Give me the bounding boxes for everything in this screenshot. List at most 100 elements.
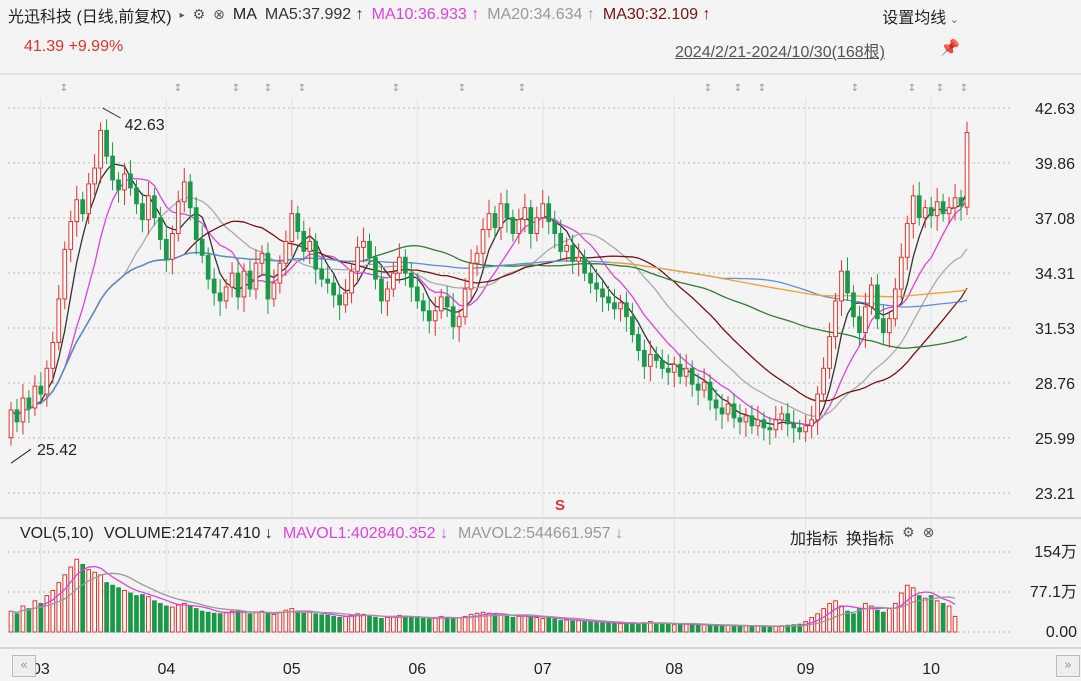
candle-body xyxy=(707,381,713,401)
volume-bar xyxy=(564,619,570,633)
candle-body xyxy=(701,381,707,391)
candle-body xyxy=(32,385,38,409)
add-indicator-button[interactable]: 加指标 xyxy=(790,531,839,548)
candle-body xyxy=(175,201,181,234)
volume-bar xyxy=(791,624,797,633)
mavol1-value: MAVOL1:402840.352 ↓ xyxy=(282,525,448,542)
candle-body xyxy=(92,167,97,185)
volume-bar xyxy=(80,563,86,633)
volume-bar xyxy=(546,617,552,633)
candle-body xyxy=(247,270,253,290)
volume-header: VOL(5,10) VOLUME:214747.410 ↓ MAVOL1:402… xyxy=(20,525,633,543)
volume-bar xyxy=(594,622,599,633)
candle-body xyxy=(606,296,611,304)
candle-body xyxy=(199,238,205,256)
candle-body xyxy=(767,427,773,431)
close-icon[interactable]: ⊗ xyxy=(922,525,935,541)
volume-bar xyxy=(420,617,426,633)
switch-indicator-button[interactable]: 换指标 xyxy=(846,531,895,548)
volume-bar xyxy=(444,616,450,633)
play-icon[interactable]: ▸ xyxy=(179,9,185,21)
volume-bar xyxy=(707,624,713,633)
event-marker-icon: ↕ xyxy=(458,83,466,94)
date-range[interactable]: 2024/2/21-2024/10/30(168根) xyxy=(675,44,885,61)
volume-bar xyxy=(516,615,522,633)
candle-body xyxy=(958,197,964,207)
gear-icon[interactable]: ⚙ xyxy=(902,525,915,541)
volume-bar xyxy=(683,623,689,633)
candle-body xyxy=(468,262,474,290)
event-marker-icon: ↕ xyxy=(518,83,526,94)
candle-body xyxy=(904,223,910,258)
candle-body xyxy=(863,306,868,334)
candle-body xyxy=(576,256,581,262)
event-marker-icon: ↕ xyxy=(60,83,68,94)
volume-bar xyxy=(875,609,880,633)
volume-bar xyxy=(38,602,44,633)
volume-bar xyxy=(319,614,325,633)
volume-bar xyxy=(892,602,898,633)
candle-body xyxy=(486,213,492,231)
scroll-left-button[interactable]: « xyxy=(12,655,36,677)
candle-body xyxy=(146,195,151,221)
volume-bar xyxy=(325,614,331,633)
gear-icon[interactable]: ⚙ xyxy=(192,7,206,23)
volume-bar xyxy=(468,613,474,633)
volume-bar xyxy=(14,613,20,633)
candle-body xyxy=(319,268,325,280)
stock-title[interactable]: 光迅科技 (日线,前复权) xyxy=(8,9,172,26)
ma-settings-button[interactable]: 设置均线 ⌄ xyxy=(882,4,959,28)
volume-bar xyxy=(402,615,408,633)
indicator-controls: 加指标 换指标 ⚙ ⊗ xyxy=(790,525,942,549)
volume-tick-label: 154万 xyxy=(1034,544,1077,561)
vol-label[interactable]: VOL(5,10) xyxy=(20,525,94,542)
candle-body xyxy=(886,318,892,334)
low-pointer xyxy=(10,448,32,464)
candle-body xyxy=(426,310,432,322)
event-marker-icon: ↕ xyxy=(174,83,182,94)
volume-value: VOLUME:214747.410 ↓ xyxy=(103,525,273,542)
candle-body xyxy=(797,427,803,433)
volume-bar xyxy=(408,616,414,633)
volume-bar xyxy=(827,602,832,633)
volume-bar xyxy=(122,589,127,633)
volume-bar xyxy=(731,625,737,633)
candle-body xyxy=(558,232,564,252)
candle-body xyxy=(116,179,121,191)
high-pointer xyxy=(102,107,121,119)
volume-bar xyxy=(480,611,486,633)
volume-bar xyxy=(582,621,587,633)
event-marker-icon: ↕ xyxy=(392,83,400,94)
candle-body xyxy=(444,296,450,308)
candle-body xyxy=(618,302,623,310)
volume-bar xyxy=(624,623,629,633)
pin-icon[interactable]: 📌 xyxy=(940,38,960,57)
candle-body xyxy=(259,252,265,264)
ma20-value: MA20:34.634 ↑ xyxy=(487,6,595,23)
scroll-right-button[interactable]: » xyxy=(1056,655,1080,677)
volume-bar xyxy=(904,584,910,633)
candle-body xyxy=(193,207,199,240)
candle-body xyxy=(636,334,641,351)
volume-bar xyxy=(152,600,157,633)
candle-body xyxy=(50,342,56,369)
candle-body xyxy=(875,284,880,320)
ma30-value: MA30:32.109 ↑ xyxy=(602,6,711,23)
price-tick-label: 28.76 xyxy=(1035,376,1075,393)
close-icon[interactable]: ⊗ xyxy=(213,7,225,23)
price-tick-label: 39.86 xyxy=(1035,156,1075,173)
volume-bar xyxy=(92,571,97,633)
price-tick-label: 31.53 xyxy=(1035,321,1075,338)
price-tick-label: 34.31 xyxy=(1035,266,1075,283)
candle-body xyxy=(922,207,928,219)
volume-bar xyxy=(785,624,791,633)
candle-body xyxy=(456,316,462,328)
candle-body xyxy=(791,423,797,429)
volume-bar xyxy=(881,611,886,633)
candle-body xyxy=(737,417,743,423)
volume-bar xyxy=(193,608,199,633)
volume-bar xyxy=(839,605,844,633)
volume-bar xyxy=(713,625,719,633)
candle-body xyxy=(397,256,402,274)
